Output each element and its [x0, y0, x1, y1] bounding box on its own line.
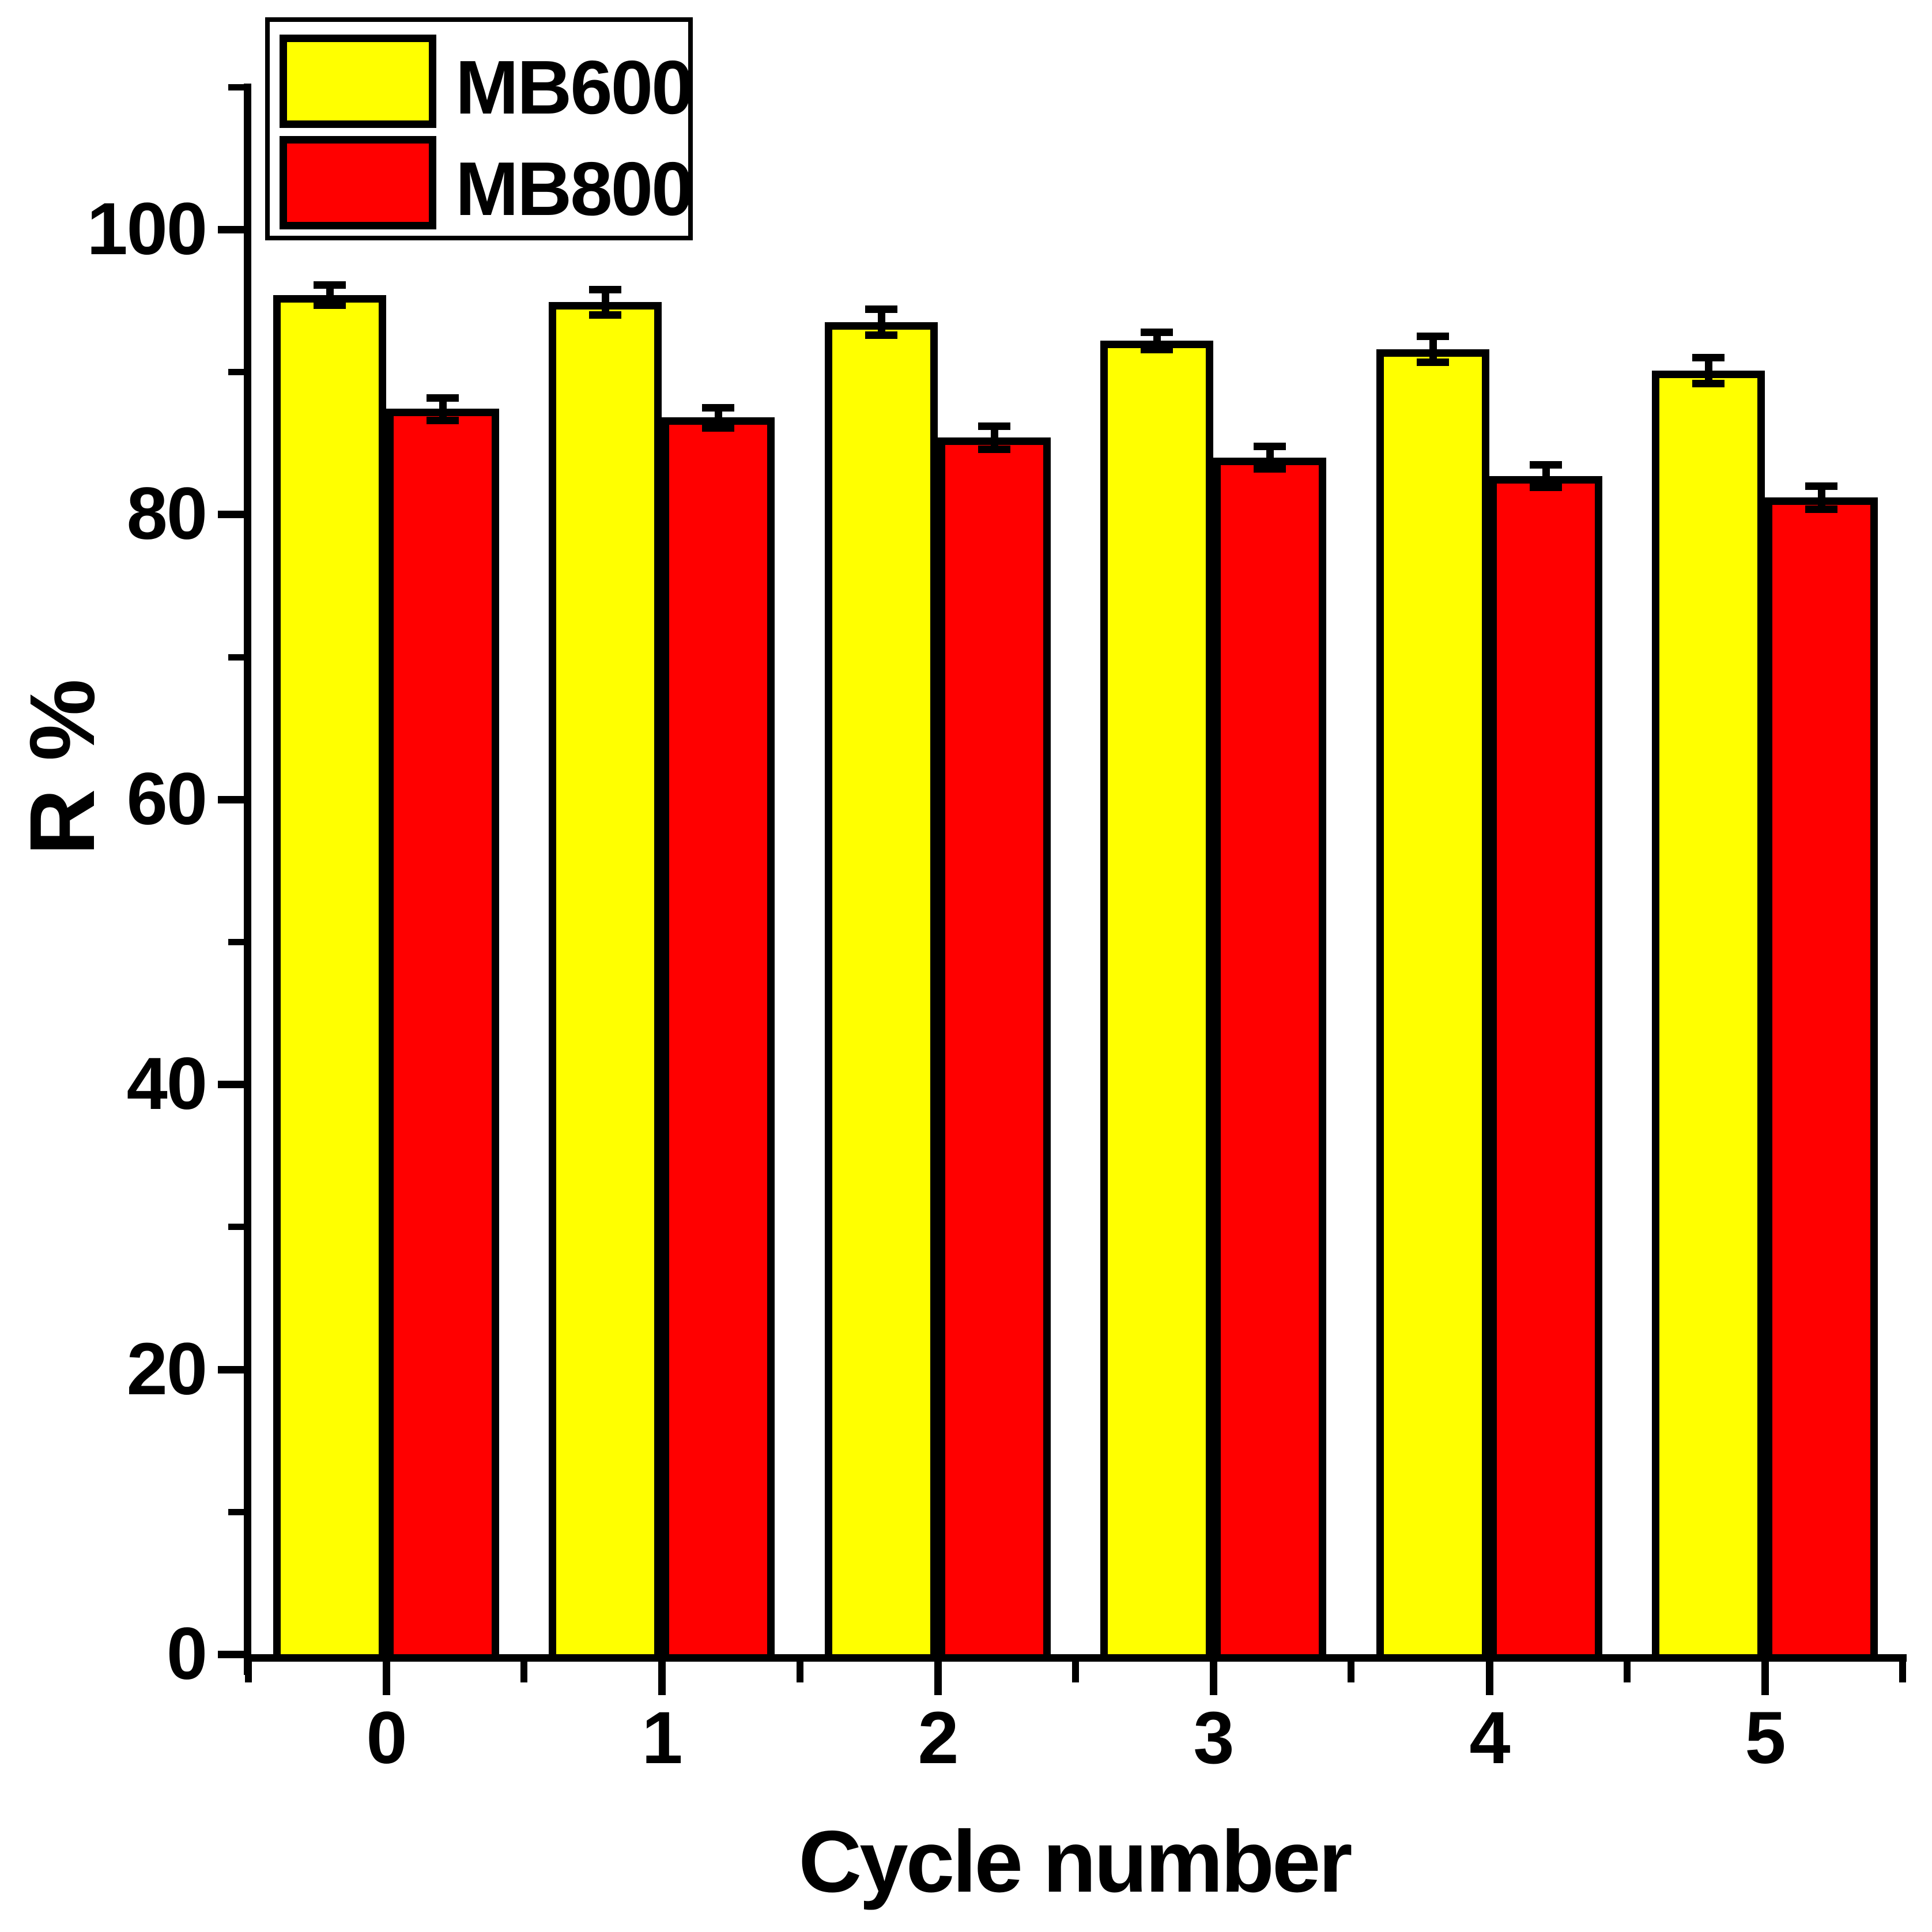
y-axis-title: R % — [10, 677, 114, 856]
error-cap-bottom — [1530, 484, 1562, 491]
x-tick-label-1: 1 — [642, 1697, 682, 1779]
error-cap-top — [427, 394, 459, 402]
x-minor-tick-0 — [245, 1662, 252, 1682]
x-axis-title: Cycle number — [798, 1813, 1352, 1911]
error-cap-top — [589, 286, 621, 293]
x-tick-label-5: 5 — [1745, 1697, 1786, 1779]
y-minor-tick-30 — [228, 1224, 244, 1230]
error-bar-mb600-cycle-3 — [1153, 332, 1161, 349]
x-axis-line — [244, 1654, 1907, 1662]
x-major-tick-1 — [658, 1662, 666, 1695]
y-major-tick-40 — [218, 1081, 244, 1088]
y-tick-label-60: 60 — [126, 758, 207, 840]
error-bar-mb600-cycle-1 — [602, 289, 609, 315]
error-cap-bottom — [1254, 465, 1286, 473]
error-cap-bottom — [589, 311, 621, 319]
y-minor-tick-90 — [228, 369, 244, 375]
error-bar-mb800-cycle-3 — [1266, 446, 1274, 469]
y-tick-label-20: 20 — [126, 1328, 207, 1410]
y-axis-line — [244, 84, 251, 1675]
bar-mb800-cycle-3 — [1213, 458, 1326, 1662]
x-tick-label-2: 2 — [918, 1697, 959, 1779]
x-major-tick-2 — [934, 1662, 942, 1695]
bar-mb800-cycle-1 — [662, 417, 775, 1662]
y-minor-tick-10 — [228, 1509, 244, 1515]
error-cap-bottom — [314, 301, 346, 309]
error-bar-mb600-cycle-2 — [878, 309, 885, 335]
y-tick-label-80: 80 — [126, 473, 207, 555]
legend-label-mb800: MB800 — [455, 146, 694, 231]
x-major-tick-5 — [1761, 1662, 1769, 1695]
error-bar-mb800-cycle-5 — [1818, 486, 1825, 509]
y-major-tick-20 — [218, 1366, 244, 1373]
error-bar-mb600-cycle-0 — [326, 285, 334, 305]
legend-swatch-mb800 — [280, 136, 436, 229]
y-minor-tick-70 — [228, 654, 244, 661]
x-minor-tick-2 — [797, 1662, 803, 1682]
error-cap-top — [1417, 333, 1449, 340]
error-bar-mb600-cycle-5 — [1705, 357, 1712, 383]
x-major-tick-3 — [1210, 1662, 1217, 1695]
error-cap-top — [1530, 461, 1562, 469]
x-tick-label-3: 3 — [1193, 1697, 1234, 1779]
error-cap-top — [978, 422, 1010, 430]
x-minor-tick-1 — [520, 1662, 527, 1682]
x-minor-tick-4 — [1348, 1662, 1354, 1682]
error-cap-bottom — [702, 424, 734, 432]
bar-mb800-cycle-5 — [1765, 497, 1878, 1662]
error-cap-bottom — [865, 331, 897, 339]
legend-swatch-mb600 — [280, 35, 436, 128]
legend-label-mb600: MB600 — [455, 45, 694, 130]
bar-mb800-cycle-0 — [386, 409, 499, 1662]
y-major-tick-60 — [218, 796, 244, 803]
y-major-tick-100 — [218, 226, 244, 233]
y-major-tick-80 — [218, 511, 244, 518]
error-cap-top — [314, 281, 346, 289]
bar-mb600-cycle-4 — [1376, 349, 1489, 1662]
error-bar-mb800-cycle-0 — [439, 398, 447, 420]
error-cap-bottom — [1417, 359, 1449, 366]
y-tick-label-40: 40 — [126, 1043, 207, 1125]
bar-mb600-cycle-0 — [273, 295, 386, 1662]
bar-mb600-cycle-5 — [1652, 371, 1765, 1662]
x-minor-tick-6 — [1899, 1662, 1906, 1682]
error-cap-top — [1692, 354, 1725, 361]
x-minor-tick-3 — [1072, 1662, 1079, 1682]
error-cap-bottom — [427, 417, 459, 424]
bar-mb800-cycle-2 — [938, 437, 1051, 1662]
error-cap-top — [1141, 329, 1173, 336]
bar-mb800-cycle-4 — [1489, 476, 1602, 1662]
bar-mb600-cycle-1 — [549, 302, 662, 1662]
error-cap-bottom — [1141, 346, 1173, 353]
error-bar-mb800-cycle-1 — [715, 407, 722, 428]
error-cap-top — [702, 404, 734, 412]
error-cap-top — [865, 305, 897, 313]
bar-mb600-cycle-3 — [1100, 341, 1213, 1662]
error-bar-mb800-cycle-2 — [991, 426, 998, 449]
x-major-tick-4 — [1486, 1662, 1493, 1695]
error-cap-bottom — [1805, 505, 1837, 513]
legend: MB600 MB800 — [265, 17, 694, 240]
error-cap-bottom — [1692, 380, 1725, 387]
x-minor-tick-5 — [1624, 1662, 1631, 1682]
x-tick-label-0: 0 — [366, 1697, 407, 1779]
y-minor-tick-50 — [228, 939, 244, 945]
y-minor-tick-110 — [228, 84, 244, 90]
x-tick-label-4: 4 — [1469, 1697, 1510, 1779]
error-cap-top — [1254, 443, 1286, 450]
y-tick-label-0: 0 — [166, 1613, 207, 1695]
error-bar-mb600-cycle-4 — [1429, 336, 1437, 362]
y-major-tick-0 — [218, 1651, 244, 1658]
error-cap-bottom — [978, 446, 1010, 453]
y-tick-label-100: 100 — [86, 188, 207, 270]
error-bar-mb800-cycle-4 — [1542, 465, 1550, 487]
x-major-tick-0 — [383, 1662, 390, 1695]
bar-mb600-cycle-2 — [825, 322, 938, 1662]
error-cap-top — [1805, 482, 1837, 490]
